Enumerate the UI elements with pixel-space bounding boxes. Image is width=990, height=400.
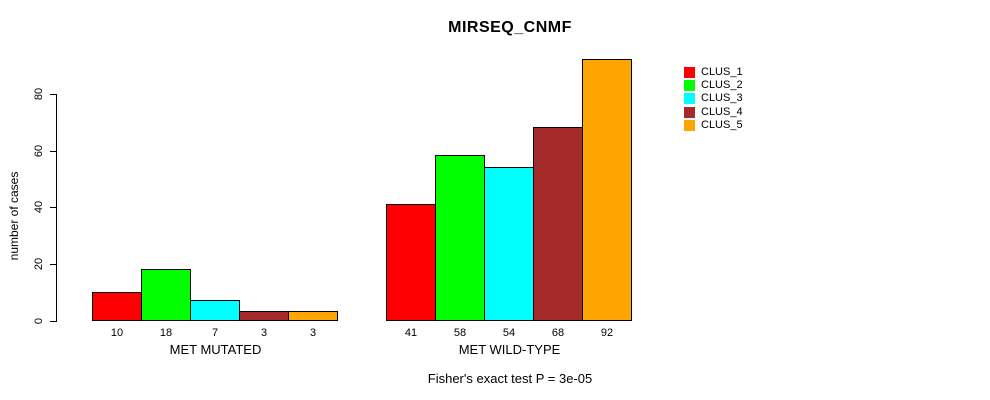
chart-title: MIRSEQ_CNMF — [448, 19, 572, 36]
y-axis-tick-label: 20 — [33, 257, 45, 271]
bar-clus_5-met-mutated — [288, 311, 338, 321]
y-axis-tick — [50, 94, 56, 95]
y-axis-tick — [50, 207, 56, 208]
bar-clus_4-met-mutated — [239, 311, 289, 321]
bar-value-label: 3 — [309, 327, 317, 339]
y-axis-tick — [50, 321, 56, 322]
legend-label-clus_4: CLUS_4 — [701, 106, 743, 118]
legend-swatch-clus_4 — [684, 107, 695, 118]
bar-value-label: 3 — [260, 327, 268, 339]
legend-swatch-clus_5 — [684, 120, 695, 131]
group-label-met-wild-type: MET WILD-TYPE — [458, 342, 561, 357]
bar-value-label: 18 — [159, 327, 173, 339]
bar-value-label: 68 — [551, 327, 565, 339]
bar-value-label: 92 — [600, 327, 614, 339]
fisher-test-annotation: Fisher's exact test P = 3e-05 — [427, 371, 593, 386]
legend-swatch-clus_1 — [684, 67, 695, 78]
legend-label-clus_1: CLUS_1 — [701, 66, 743, 78]
y-axis-tick — [50, 264, 56, 265]
group-label-met-mutated: MET MUTATED — [169, 342, 262, 357]
bar-clus_3-met-wild-type — [484, 167, 534, 321]
y-axis-tick-label: 80 — [33, 87, 45, 101]
y-axis-line — [56, 94, 57, 322]
legend-swatch-clus_2 — [684, 80, 695, 91]
legend-swatch-clus_3 — [684, 93, 695, 104]
bar-value-label: 58 — [453, 327, 467, 339]
y-axis-label: number of cases — [7, 171, 21, 261]
y-axis-tick-label: 0 — [33, 317, 45, 325]
bar-value-label: 41 — [404, 327, 418, 339]
y-axis-tick-label: 40 — [33, 200, 45, 214]
legend-label-clus_3: CLUS_3 — [701, 92, 743, 104]
legend-label-clus_5: CLUS_5 — [701, 119, 743, 131]
bar-clus_1-met-wild-type — [386, 204, 436, 321]
bar-clus_2-met-mutated — [141, 269, 191, 321]
y-axis-tick — [50, 151, 56, 152]
bar-clus_1-met-mutated — [92, 292, 142, 321]
bar-value-label: 54 — [502, 327, 516, 339]
bar-clus_4-met-wild-type — [533, 127, 583, 321]
bar-clus_2-met-wild-type — [435, 155, 485, 321]
bar-clus_5-met-wild-type — [582, 59, 632, 321]
bar-value-label: 7 — [211, 327, 219, 339]
y-axis-tick-label: 60 — [33, 144, 45, 158]
bar-value-label: 10 — [110, 327, 124, 339]
bar-clus_3-met-mutated — [190, 300, 240, 321]
legend-label-clus_2: CLUS_2 — [701, 79, 743, 91]
